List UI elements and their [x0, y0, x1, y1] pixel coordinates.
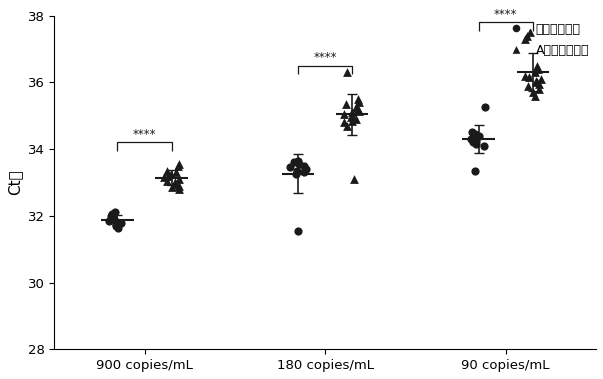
Point: [481, 104, 490, 110]
Point: [350, 176, 359, 182]
Point: [472, 138, 481, 144]
Point: [525, 29, 534, 35]
Point: [347, 117, 356, 124]
Point: [113, 224, 123, 230]
Point: [532, 79, 541, 85]
Point: [536, 76, 546, 82]
Y-axis label: Ct値: Ct値: [7, 169, 22, 195]
Point: [354, 99, 364, 105]
Point: [111, 223, 121, 229]
Point: [520, 36, 530, 42]
Point: [166, 171, 175, 177]
Legend: 单色双靶试剂, A公司基因试剂: 单色双靶试剂, A公司基因试剂: [502, 22, 589, 57]
Point: [162, 178, 172, 184]
Point: [107, 215, 116, 221]
Text: ****: ****: [314, 51, 337, 64]
Point: [471, 131, 481, 137]
Point: [470, 135, 480, 141]
Point: [347, 109, 357, 115]
Point: [163, 173, 172, 179]
Point: [174, 183, 184, 189]
Point: [294, 158, 303, 164]
Point: [343, 123, 352, 129]
Point: [285, 164, 295, 171]
Point: [175, 161, 185, 167]
Point: [293, 228, 303, 234]
Point: [523, 83, 532, 89]
Point: [112, 221, 121, 227]
Point: [301, 166, 311, 172]
Point: [531, 78, 540, 84]
Point: [172, 163, 182, 169]
Point: [520, 73, 530, 79]
Point: [109, 216, 119, 222]
Point: [347, 113, 357, 119]
Point: [534, 66, 543, 72]
Point: [110, 210, 120, 216]
Point: [170, 181, 180, 187]
Point: [341, 101, 351, 107]
Point: [346, 114, 356, 121]
Point: [467, 129, 477, 135]
Point: [299, 169, 309, 175]
Point: [532, 63, 541, 69]
Point: [162, 168, 171, 174]
Point: [106, 213, 116, 219]
Point: [174, 176, 184, 182]
Point: [351, 104, 361, 110]
Point: [530, 69, 540, 75]
Point: [107, 211, 117, 217]
Point: [475, 133, 484, 139]
Point: [289, 160, 298, 166]
Point: [159, 174, 168, 180]
Point: [470, 168, 479, 174]
Point: [170, 179, 180, 185]
Point: [534, 81, 543, 87]
Point: [534, 86, 544, 92]
Point: [339, 119, 349, 125]
Point: [355, 108, 364, 114]
Point: [531, 92, 540, 99]
Point: [294, 161, 303, 167]
Point: [528, 89, 538, 96]
Point: [339, 111, 349, 117]
Point: [174, 186, 184, 192]
Text: ****: ****: [494, 8, 517, 20]
Point: [104, 218, 114, 224]
Point: [351, 116, 361, 122]
Point: [168, 185, 177, 191]
Point: [353, 106, 363, 112]
Text: ****: ****: [133, 128, 156, 141]
Point: [522, 33, 531, 39]
Point: [342, 69, 352, 75]
Point: [116, 219, 126, 226]
Point: [524, 74, 534, 80]
Point: [353, 96, 363, 102]
Point: [292, 171, 302, 177]
Point: [299, 163, 309, 169]
Point: [467, 136, 476, 142]
Point: [471, 141, 481, 147]
Point: [292, 168, 302, 174]
Point: [171, 169, 181, 175]
Point: [479, 143, 489, 149]
Point: [469, 139, 478, 146]
